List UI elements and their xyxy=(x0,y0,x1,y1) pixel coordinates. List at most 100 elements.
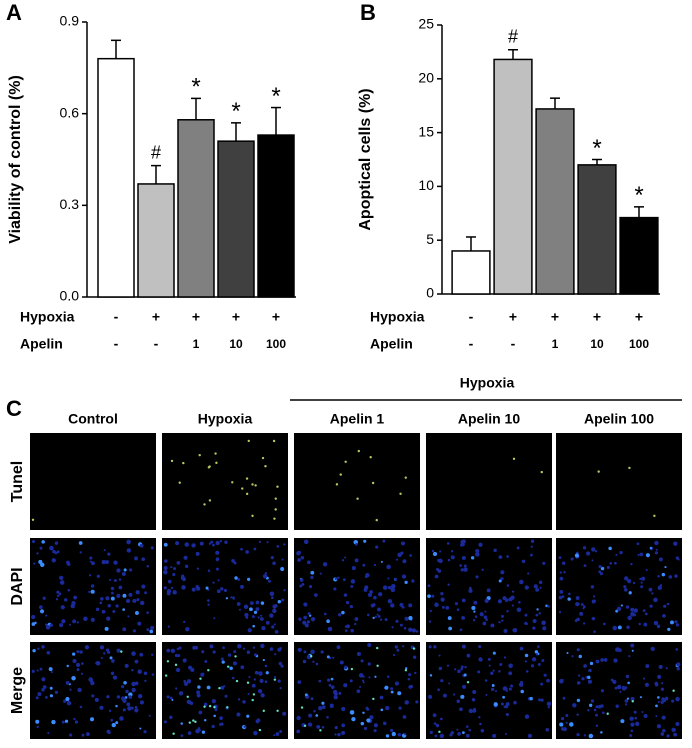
nucleus xyxy=(457,669,461,674)
nucleus xyxy=(440,591,444,596)
nucleus xyxy=(283,543,286,546)
condition-name: Apelin xyxy=(370,336,413,352)
nucleus xyxy=(500,702,505,706)
nucleus xyxy=(437,688,440,692)
nucleus xyxy=(329,703,334,709)
nucleus xyxy=(380,560,383,563)
nucleus xyxy=(600,566,605,571)
bar xyxy=(177,119,215,298)
nucleus xyxy=(269,591,275,597)
nucleus xyxy=(279,686,282,690)
nucleus xyxy=(367,592,373,597)
tunel-cell xyxy=(231,481,234,484)
condition-value: + xyxy=(593,309,601,325)
nucleus xyxy=(448,682,451,685)
nucleus xyxy=(498,670,501,673)
nucleus xyxy=(187,731,192,735)
nucleus xyxy=(301,582,305,586)
nucleus xyxy=(243,604,249,609)
nucleus xyxy=(612,625,618,631)
nucleus xyxy=(639,577,642,581)
tunel-cell xyxy=(404,669,408,672)
tunel-cell xyxy=(218,686,221,690)
nucleus xyxy=(508,687,512,691)
nucleus xyxy=(547,706,550,709)
nucleus xyxy=(575,602,580,607)
nucleus xyxy=(36,552,39,555)
nucleus xyxy=(107,731,111,735)
nucleus xyxy=(56,590,60,594)
nucleus xyxy=(409,554,412,557)
nucleus xyxy=(673,541,678,546)
nucleus xyxy=(585,551,591,556)
nucleus xyxy=(95,607,100,612)
nucleus xyxy=(436,567,440,571)
nucleus xyxy=(387,577,390,580)
nucleus xyxy=(367,662,371,666)
nucleus xyxy=(448,626,453,631)
nucleus xyxy=(350,628,354,633)
nucleus xyxy=(296,729,300,734)
nucleus xyxy=(163,720,167,724)
nucleus xyxy=(108,709,112,712)
nucleus xyxy=(191,543,196,548)
nucleus xyxy=(126,702,131,707)
tunel-cell xyxy=(404,476,407,479)
nucleus xyxy=(326,715,329,719)
nucleus xyxy=(170,648,176,654)
nucleus xyxy=(206,685,211,690)
nucleus xyxy=(398,706,402,710)
nucleus xyxy=(308,585,313,589)
tunel-cell xyxy=(208,704,212,708)
nucleus xyxy=(74,720,79,724)
nucleus xyxy=(473,610,476,613)
nucleus xyxy=(391,731,396,737)
nucleus xyxy=(240,584,244,589)
tunel-cell xyxy=(335,483,339,486)
nucleus xyxy=(300,555,305,560)
nucleus xyxy=(662,698,667,703)
nucleus xyxy=(265,620,270,625)
nucleus xyxy=(658,586,661,590)
nucleus xyxy=(129,568,133,572)
nucleus xyxy=(582,622,586,625)
nucleus xyxy=(323,612,327,616)
nucleus xyxy=(73,717,76,721)
nucleus xyxy=(456,608,460,612)
nucleus xyxy=(196,567,200,570)
nucleus xyxy=(58,592,62,596)
nucleus xyxy=(535,613,539,617)
nucleus xyxy=(163,570,168,575)
nucleus xyxy=(364,575,368,579)
nucleus xyxy=(123,568,127,572)
nucleus xyxy=(459,564,462,567)
nucleus xyxy=(319,572,322,575)
nucleus xyxy=(374,675,377,678)
nucleus xyxy=(303,615,308,620)
nucleus xyxy=(253,653,257,657)
tunel-cell xyxy=(310,655,313,658)
nucleus xyxy=(561,595,565,598)
nucleus xyxy=(342,578,346,582)
nucleus xyxy=(524,585,529,590)
nucleus xyxy=(531,657,537,662)
nucleus xyxy=(351,716,356,722)
nucleus xyxy=(546,701,552,707)
tunel-cell xyxy=(300,706,304,709)
nucleus xyxy=(41,677,46,682)
nucleus xyxy=(115,721,119,725)
nucleus xyxy=(107,604,111,608)
nucleus xyxy=(79,650,83,654)
nucleus xyxy=(497,599,502,604)
nucleus xyxy=(394,577,398,581)
condition-value: 100 xyxy=(266,337,286,351)
nucleus xyxy=(100,656,103,660)
nucleus xyxy=(355,543,358,546)
nucleus xyxy=(272,608,277,614)
nucleus xyxy=(109,578,112,581)
tunel-cell xyxy=(215,461,218,465)
nucleus xyxy=(510,595,515,600)
nucleus xyxy=(390,603,395,608)
nucleus xyxy=(259,678,264,684)
nucleus xyxy=(141,584,146,589)
